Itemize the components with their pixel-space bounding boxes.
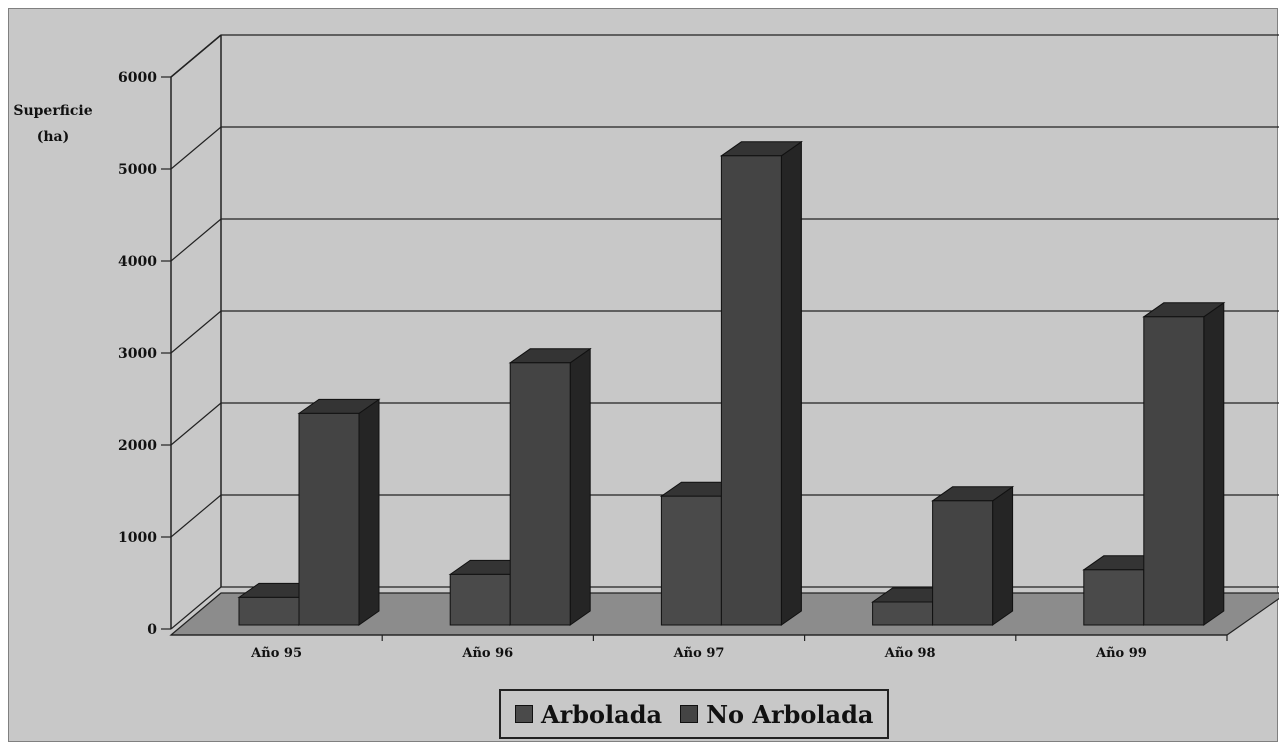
bar-no-arbolada-2 — [720, 155, 782, 626]
x-axis-categories: Año 95 Año 96 Año 97 Año 98 Año 99 — [171, 634, 1228, 661]
legend-swatch-no-arbolada — [680, 705, 699, 723]
y-tick-label-0: 0 — [147, 622, 157, 638]
y-tick-label-5: 5000 — [118, 162, 157, 178]
bar-no-arbolada-1 — [509, 362, 571, 626]
gridline-side-4 — [170, 218, 222, 262]
gridline-side-1 — [170, 494, 222, 538]
legend-item-no-arbolada: No Arbolada — [680, 700, 873, 729]
bar-arbolada-3 — [872, 601, 934, 626]
bar-no-arbolada-0 — [298, 412, 360, 626]
legend-label-no-arbolada: No Arbolada — [706, 699, 874, 729]
bar-side-no-arbolada-1 — [569, 347, 591, 626]
gridline-side-0 — [170, 586, 222, 630]
bar-no-arbolada-3 — [932, 500, 994, 626]
y-tick-label-3: 3000 — [118, 346, 157, 362]
legend-swatch-arbolada — [515, 705, 533, 723]
x-tick-label-2: Año 97 — [673, 646, 725, 661]
y-tick-label-4: 4000 — [118, 254, 157, 270]
y-tick-label-6: 6000 — [118, 70, 157, 86]
y-axis-label-line2: (ha) — [37, 129, 70, 145]
legend: Arbolada No Arbolada — [499, 689, 890, 739]
bars — [237, 140, 1226, 626]
chart-frame: 0 1000 2000 3000 4000 5000 6000 Año 95 Año 96 Añ… — [8, 8, 1279, 742]
gridline-side-6 — [170, 34, 222, 78]
bar-arbolada-2 — [660, 495, 722, 626]
y-tick-label-1: 1000 — [118, 530, 157, 546]
gridline-side-3 — [170, 310, 222, 354]
y-axis-ticks: 0 1000 2000 3000 4000 5000 6000 — [118, 70, 171, 638]
x-tick-label-1: Año 96 — [461, 646, 513, 661]
legend-item-arbolada: Arbolada — [515, 700, 662, 729]
x-tick-label-3: Año 98 — [884, 646, 936, 661]
bar-side-no-arbolada-2 — [780, 140, 802, 626]
y-axis-label-line1: Superficie — [13, 103, 92, 119]
x-tick-label-4: Año 99 — [1095, 646, 1147, 661]
y-tick-label-2: 2000 — [118, 438, 157, 454]
bar-side-no-arbolada-0 — [358, 398, 380, 626]
bar-arbolada-4 — [1083, 569, 1145, 626]
bar-arbolada-0 — [238, 596, 300, 626]
bar-side-no-arbolada-4 — [1203, 301, 1225, 626]
bar-side-no-arbolada-3 — [992, 485, 1014, 626]
bar-no-arbolada-4 — [1143, 316, 1205, 626]
gridline-side-2 — [170, 402, 222, 446]
gridline-side-5 — [170, 126, 222, 170]
x-tick-label-0: Año 95 — [250, 646, 302, 661]
legend-label-arbolada: Arbolada — [541, 699, 663, 729]
bar-arbolada-1 — [449, 573, 511, 626]
